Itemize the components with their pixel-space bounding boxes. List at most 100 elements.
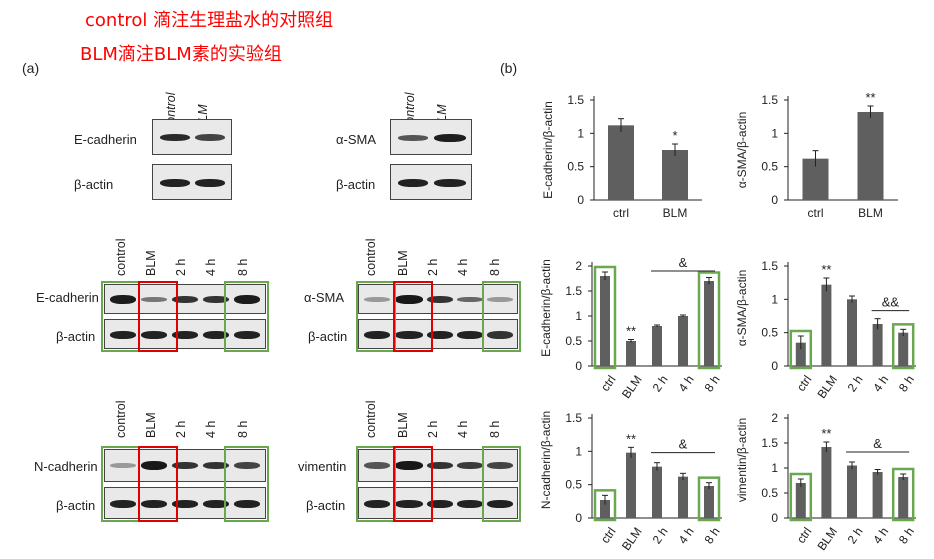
y-axis-label-4: N-cadherin/β-actin bbox=[539, 411, 553, 509]
highlight-green-8h-4 bbox=[482, 446, 521, 522]
y-tick-label-4-0: 0 bbox=[575, 511, 582, 525]
y-tick-label-0-3: 1.5 bbox=[567, 93, 584, 107]
highlight-green-ctrl-4 bbox=[356, 446, 396, 522]
blot-actin-time-2 bbox=[358, 319, 518, 349]
significance-3-1: ** bbox=[821, 262, 831, 277]
blot-label-actin-1: β-actin bbox=[74, 177, 114, 192]
significance-1-1: ** bbox=[865, 90, 875, 105]
bar-2-0 bbox=[600, 276, 610, 366]
blot-asma-time bbox=[358, 284, 518, 314]
blot-label-asma-time: α-SMA bbox=[304, 290, 345, 305]
y-tick-label-4-2: 1 bbox=[575, 444, 582, 458]
significance-0-1: * bbox=[672, 128, 677, 143]
annotation-control: control 滴注生理盐水的对照组 bbox=[85, 10, 334, 31]
bar-4-0 bbox=[600, 500, 610, 518]
x-tick-label-2-0: ctrl bbox=[598, 373, 619, 394]
bar-4-3 bbox=[678, 476, 688, 518]
blot-asma-top bbox=[390, 119, 472, 155]
bar-0-1 bbox=[662, 150, 688, 200]
y-tick-label-5-3: 1.5 bbox=[761, 436, 778, 450]
y-axis-label-1: α-SMA/β-actin bbox=[735, 112, 749, 189]
y-tick-label-2-3: 1.5 bbox=[565, 284, 582, 298]
x-tick-label-4-3: 4 h bbox=[676, 525, 697, 547]
bar-3-4 bbox=[898, 332, 909, 366]
bar-5-3 bbox=[872, 472, 883, 518]
highlight-green-ctrl-2 bbox=[356, 281, 396, 352]
bracket-label-5: & bbox=[873, 436, 882, 451]
highlight-green-bar-5-4 bbox=[891, 467, 915, 522]
y-tick-label-5-2: 1 bbox=[771, 461, 778, 475]
y-tick-label-2-4: 2 bbox=[575, 259, 582, 273]
x-tick-label-2-3: 4 h bbox=[676, 373, 697, 395]
bar-3-3 bbox=[872, 324, 883, 366]
blot-label-asma: α-SMA bbox=[336, 132, 377, 147]
highlight-green-8h-2 bbox=[482, 281, 521, 352]
x-tick-label-0-1: BLM bbox=[663, 206, 688, 220]
x-tick-label-5-3: 4 h bbox=[870, 525, 891, 547]
y-tick-label-2-2: 1 bbox=[575, 309, 582, 323]
y-tick-label-3-3: 1.5 bbox=[761, 259, 778, 273]
bar-0-0 bbox=[608, 125, 634, 200]
significance-2-1: ** bbox=[626, 324, 636, 339]
x-tick-label-5-1: BLM bbox=[814, 525, 840, 553]
highlight-red-blm-3 bbox=[138, 446, 178, 522]
x-tick-label-1-1: BLM bbox=[858, 206, 883, 220]
x-tick-label-1-0: ctrl bbox=[808, 206, 824, 220]
blot-label-actin-2: β-actin bbox=[336, 177, 376, 192]
x-tick-label-4-0: ctrl bbox=[598, 525, 619, 546]
blot-ncadherin-time bbox=[104, 449, 266, 482]
x-tick-label-5-2: 2 h bbox=[845, 525, 866, 547]
x-tick-label-3-3: 4 h bbox=[870, 373, 891, 395]
y-tick-label-3-0: 0 bbox=[771, 359, 778, 373]
highlight-green-8h-3 bbox=[224, 446, 269, 522]
bracket-label-2: & bbox=[679, 255, 688, 270]
blot-label-actin-5: β-actin bbox=[56, 498, 96, 513]
y-tick-label-3-1: 0.5 bbox=[761, 326, 778, 340]
blot-actin-time-1 bbox=[104, 319, 266, 349]
highlight-red-blm-1 bbox=[138, 281, 178, 352]
y-tick-label-1-1: 0.5 bbox=[761, 160, 778, 174]
blot-label-vimentin-time: vimentin bbox=[298, 459, 347, 474]
x-tick-label-3-2: 2 h bbox=[845, 373, 866, 395]
x-tick-label-4-1: BLM bbox=[619, 525, 645, 553]
x-tick-label-3-1: BLM bbox=[814, 373, 840, 401]
y-axis-label-3: α-SMA/β-actin bbox=[735, 270, 749, 347]
highlight-red-blm-2 bbox=[393, 281, 433, 352]
y-tick-label-5-0: 0 bbox=[771, 511, 778, 525]
y-axis-label-0: E-cadherin/β-actin bbox=[541, 101, 555, 199]
x-tick-label-2-4: 8 h bbox=[702, 373, 723, 395]
blot-actin-top-1 bbox=[152, 164, 232, 200]
y-tick-label-0-0: 0 bbox=[577, 193, 584, 207]
y-tick-label-2-1: 0.5 bbox=[565, 334, 582, 348]
highlight-green-bar-2-4 bbox=[697, 271, 721, 370]
panel-label-b: (b) bbox=[500, 60, 518, 76]
x-tick-label-3-0: ctrl bbox=[794, 373, 815, 394]
blot-actin-time-3 bbox=[104, 487, 266, 519]
y-axis-label-5: vimentin/β-actin bbox=[735, 418, 749, 502]
highlight-green-bar-4-0 bbox=[593, 489, 617, 522]
bar-3-2 bbox=[847, 299, 857, 366]
bar-2-4 bbox=[704, 281, 714, 366]
bar-2-2 bbox=[652, 326, 662, 366]
bracket-label-4: & bbox=[679, 437, 688, 452]
highlight-green-bar-3-4 bbox=[891, 323, 915, 370]
y-tick-label-2-0: 0 bbox=[575, 359, 582, 373]
bar-5-0 bbox=[795, 483, 806, 518]
y-tick-label-1-0: 0 bbox=[771, 193, 778, 207]
highlight-green-bar-2-0 bbox=[593, 265, 617, 370]
bar-4-2 bbox=[652, 466, 662, 518]
blot-actin-time-4 bbox=[358, 487, 518, 519]
x-tick-label-2-2: 2 h bbox=[650, 373, 671, 395]
blot-ecadherin-top bbox=[152, 119, 232, 155]
bar-3-1 bbox=[821, 284, 832, 366]
bar-4-1 bbox=[626, 452, 636, 518]
highlight-red-blm-4 bbox=[393, 446, 433, 522]
blot-ecadherin-time bbox=[104, 284, 266, 314]
x-tick-label-4-4: 8 h bbox=[702, 525, 723, 547]
panel-label-a: (a) bbox=[22, 60, 40, 76]
highlight-green-bar-3-0 bbox=[789, 329, 813, 370]
y-tick-label-1-2: 1 bbox=[771, 126, 778, 140]
blot-label-ecadherin: E-cadherin bbox=[74, 132, 137, 147]
highlight-green-bar-4-4 bbox=[697, 476, 721, 522]
